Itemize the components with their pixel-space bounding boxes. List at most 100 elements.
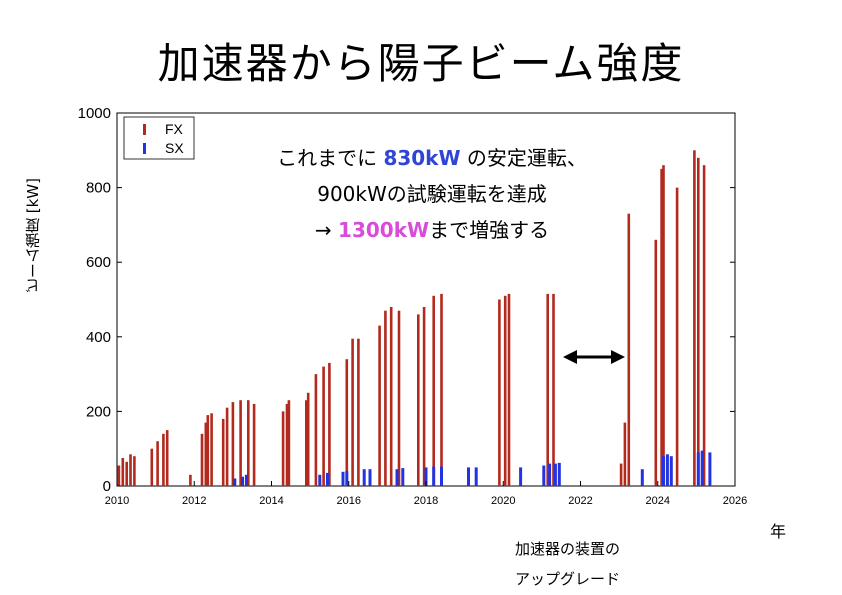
y-tick-label-3: 600 — [86, 254, 111, 271]
bar-fx-8 — [165, 430, 169, 486]
legend-swatch-sx — [143, 143, 146, 154]
y-tick-label-2: 400 — [86, 329, 111, 346]
bar-fx-19 — [252, 403, 256, 486]
bar-layer — [117, 150, 712, 487]
bar-fx-52 — [697, 157, 700, 487]
bar-sx-10 — [401, 468, 405, 486]
double-arrow-right-head — [611, 350, 625, 364]
bar-sx-18 — [548, 463, 552, 486]
y-tick-label-0: 0 — [103, 478, 111, 495]
upgrade-note-line-1: 加速器の装置の — [515, 540, 621, 558]
bar-fx-49 — [662, 165, 665, 486]
x-tick-label-3: 2016 — [337, 495, 361, 507]
bar-fx-37 — [432, 295, 435, 486]
x-tick-label-5: 2020 — [491, 495, 515, 507]
tick-layer: 2010 2012 2014 2016 2018 2020 2022 2024 2026 0 200… — [78, 105, 748, 507]
bar-fx-22 — [287, 400, 291, 486]
y-tick-label-5: 1000 — [78, 105, 111, 122]
double-arrow — [563, 350, 625, 364]
bar-fx-17 — [239, 400, 242, 486]
bar-fx-14 — [221, 418, 225, 486]
annotation-line-1-pre: これまでに — [277, 146, 384, 170]
bar-sx-19 — [553, 463, 557, 486]
x-axis-unit: 年 — [770, 522, 787, 541]
bar-sx-11 — [424, 467, 428, 486]
bar-fx-34 — [397, 310, 401, 486]
annotation-line-3: → 1300kWまで増強する — [232, 214, 632, 243]
bar-sx-27 — [708, 452, 712, 486]
legend-swatch-fx — [143, 124, 146, 135]
bar-fx-29 — [351, 338, 354, 486]
bar-fx-5 — [150, 448, 154, 486]
bar-sx-12 — [432, 466, 436, 486]
bar-fx-33 — [389, 307, 393, 486]
bar-fx-11 — [204, 422, 208, 486]
x-tick-label-4: 2018 — [414, 495, 438, 507]
bar-sx-17 — [542, 465, 546, 486]
bar-fx-20 — [281, 411, 285, 486]
x-tick-label-0: 2010 — [105, 495, 129, 507]
bar-sx-2 — [244, 474, 248, 486]
bar-fx-31 — [378, 325, 381, 486]
bar-fx-40 — [503, 295, 507, 486]
bar-sx-3 — [318, 474, 322, 486]
bar-sx-20 — [557, 462, 561, 486]
double-arrow-left-head — [563, 350, 577, 364]
bar-sx-0 — [233, 478, 237, 486]
bar-fx-47 — [654, 239, 658, 486]
bar-sx-26 — [700, 450, 704, 486]
bar-sx-7 — [362, 469, 366, 486]
bar-fx-35 — [417, 314, 420, 486]
bar-fx-16 — [231, 402, 235, 486]
bar-fx-9 — [189, 474, 192, 486]
page-title: 加速器から陽子ビーム強度 — [157, 39, 685, 88]
bar-fx-6 — [156, 441, 159, 486]
legend-label-sx: SX — [165, 140, 184, 156]
annotation-line-1: これまでに 830kW の安定運転、 — [232, 142, 632, 171]
bar-sx-14 — [467, 467, 470, 486]
bar-sx-6 — [345, 471, 349, 486]
bar-fx-32 — [384, 310, 387, 486]
bar-sx-16 — [519, 467, 523, 486]
x-tick-label-8: 2026 — [723, 495, 747, 507]
bar-sx-9 — [395, 469, 399, 486]
y-tick-label-4: 800 — [86, 180, 111, 197]
bar-fx-0 — [117, 465, 121, 486]
bar-fx-48 — [660, 168, 663, 486]
bar-fx-43 — [552, 293, 555, 486]
upgrade-note: 加速器の装置の アップグレード — [515, 534, 675, 594]
annotation-line-3-post: まで増強する — [429, 218, 550, 242]
bar-fx-10 — [200, 433, 204, 486]
bar-fx-28 — [345, 359, 349, 486]
bar-fx-38 — [440, 293, 443, 486]
bar-fx-46 — [627, 213, 631, 486]
bar-fx-24 — [306, 392, 310, 487]
bar-sx-1 — [241, 476, 244, 486]
bar-fx-41 — [507, 293, 511, 486]
bar-fx-30 — [357, 338, 360, 486]
bar-sx-25 — [696, 452, 700, 486]
x-tick-label-1: 2012 — [182, 495, 206, 507]
bar-sx-24 — [669, 456, 673, 486]
annotation-line-1-post: の安定運転、 — [460, 146, 587, 170]
bar-sx-13 — [440, 466, 443, 486]
bar-fx-12 — [206, 415, 210, 486]
annotation-line-2: 900kWの試験運転を達成 — [317, 182, 547, 206]
annotation-line-3-pre: → — [314, 218, 339, 242]
bar-sx-23 — [665, 454, 669, 486]
bar-fx-4 — [133, 456, 136, 486]
bar-fx-2 — [125, 461, 128, 486]
bar-fx-7 — [162, 433, 165, 486]
bar-fx-51 — [693, 150, 696, 487]
bar-fx-21 — [285, 403, 289, 486]
bar-fx-39 — [498, 299, 501, 486]
bar-fx-44 — [619, 463, 623, 486]
bar-fx-45 — [623, 422, 627, 486]
bar-fx-23 — [305, 400, 308, 486]
bar-fx-27 — [328, 362, 331, 486]
bar-sx-22 — [662, 456, 665, 486]
annotation-value-830kw: 830kW — [383, 146, 461, 170]
y-tick-label-1: 200 — [86, 403, 111, 420]
bar-fx-18 — [247, 400, 250, 486]
